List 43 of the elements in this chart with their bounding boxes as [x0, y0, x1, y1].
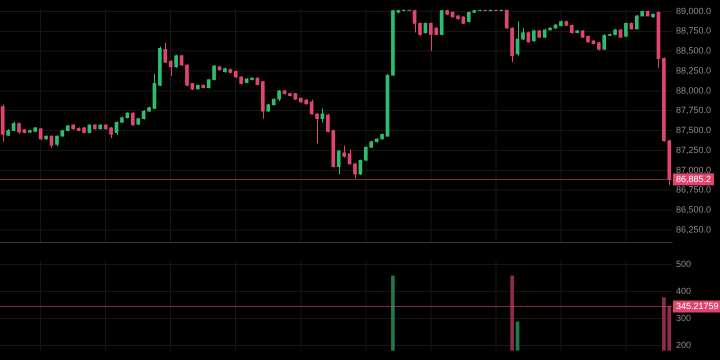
y-tick-label: 87,000.0	[676, 164, 712, 175]
y-tick-label: 88,250.0	[676, 65, 712, 76]
candlestick	[174, 54, 178, 68]
candlestick	[336, 150, 341, 175]
y-tick-label: 86,250.0	[676, 224, 712, 234]
candlestick	[55, 134, 59, 147]
candlestick	[618, 28, 622, 39]
candlestick	[634, 14, 639, 30]
y-tick-label: 300	[676, 313, 692, 324]
ref-line-label: 86,885.2	[676, 174, 712, 184]
candlestick	[38, 128, 42, 141]
ref-line-label: 345.21759	[676, 300, 719, 311]
candlestick	[358, 159, 362, 176]
candlestick	[326, 113, 330, 134]
candlestick	[526, 31, 530, 44]
candlestick	[424, 22, 428, 34]
candlestick	[602, 34, 606, 50]
y-tick-label: 500	[676, 259, 692, 270]
y-tick-label: 87,250.0	[676, 144, 712, 155]
y-tick-label: 88,000.0	[676, 85, 712, 96]
y-tick-label: 89,000.0	[676, 6, 712, 16]
candlestick	[429, 22, 433, 52]
candlestick	[624, 22, 628, 38]
y-tick-label: 86,500.0	[676, 204, 712, 215]
candlestick	[364, 146, 368, 162]
candlestick	[320, 108, 324, 124]
y-tick-label: 88,750.0	[676, 26, 712, 36]
candlestick	[466, 10, 471, 24]
y-tick-label: 87,500.0	[676, 125, 712, 136]
y-tick-label: 88,500.0	[676, 46, 712, 56]
y-tick-label: 86,750.0	[676, 184, 712, 195]
candlestick	[570, 24, 574, 34]
candlestick	[130, 112, 135, 126]
candlestick	[504, 9, 509, 30]
y-tick-label: 87,750.0	[676, 105, 712, 116]
candlestick	[163, 42, 168, 64]
candlestick	[277, 90, 281, 102]
y-tick-label: 200	[676, 340, 692, 350]
candlestick	[50, 134, 54, 149]
y-tick-label: 400	[676, 286, 692, 296]
candlestick	[168, 60, 173, 77]
candlestick	[109, 126, 113, 139]
candlestick	[88, 124, 92, 134]
